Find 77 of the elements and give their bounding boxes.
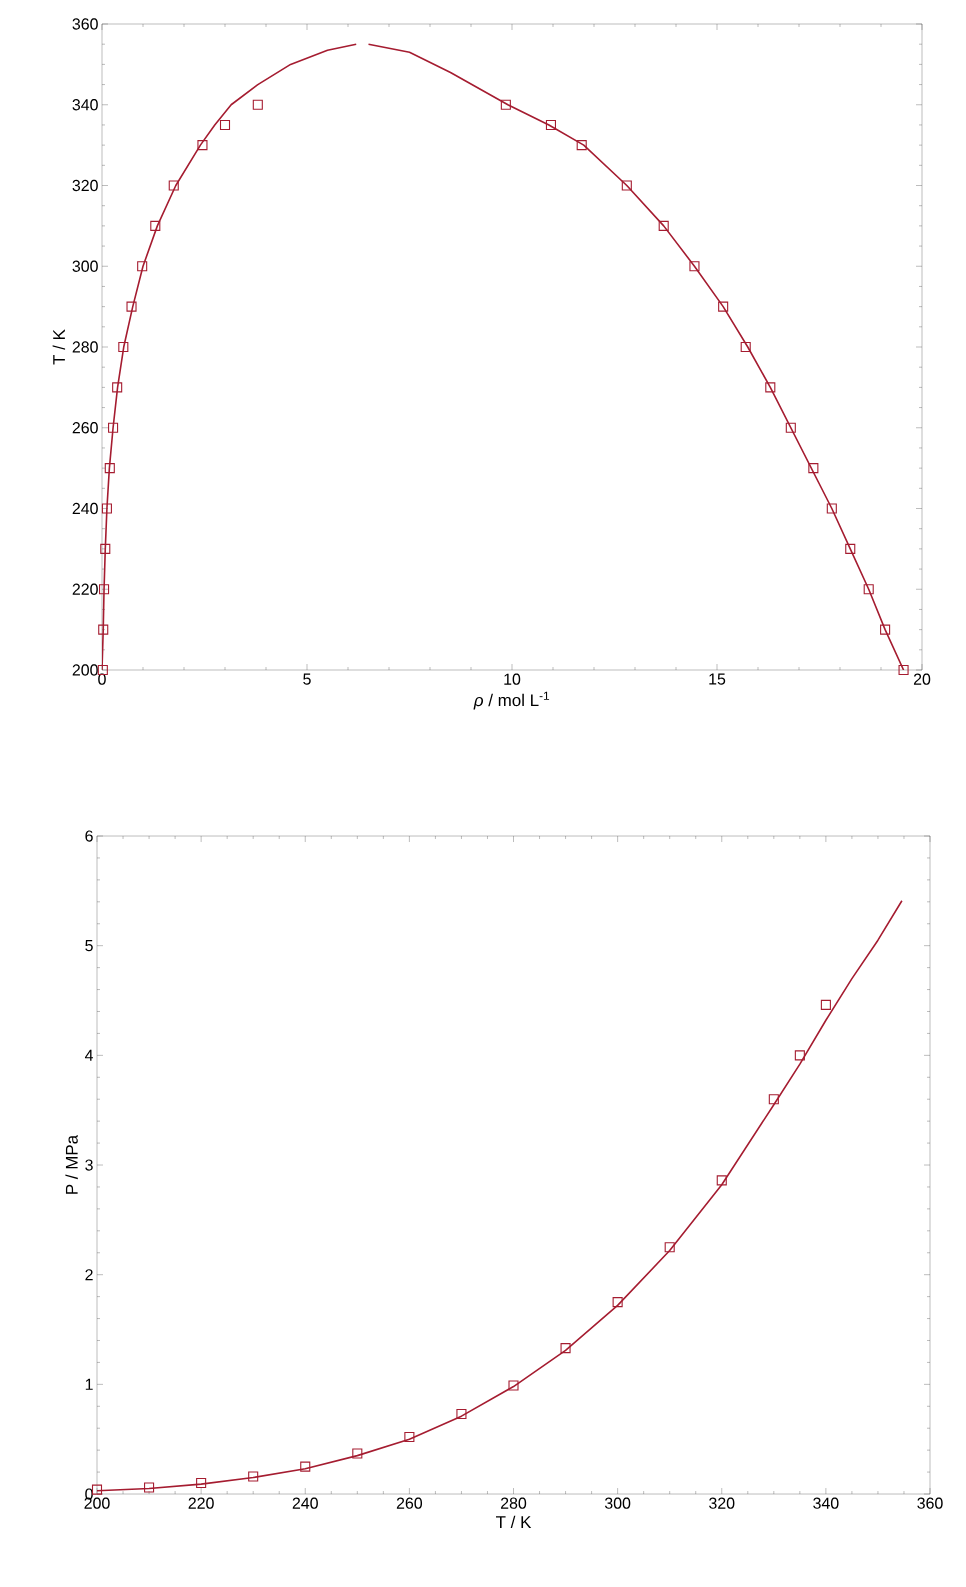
x-tick-label: 240 [292, 1497, 318, 1509]
y-tick-label: 5 [85, 940, 93, 952]
y-tick-label: 220 [72, 583, 98, 595]
point [560, 1343, 571, 1354]
point [765, 382, 776, 393]
x-tick-label: 260 [396, 1497, 423, 1509]
point [508, 1380, 519, 1391]
point [500, 99, 511, 110]
point [456, 1408, 467, 1420]
y-tick-label: 1 [85, 1378, 93, 1390]
y-tick-label: 320 [72, 179, 98, 192]
x-tick-label: 10 [504, 673, 521, 685]
point [768, 1094, 779, 1105]
x-tick-label: 300 [604, 1497, 631, 1509]
point [168, 180, 179, 191]
point [248, 1471, 259, 1482]
point [794, 1050, 805, 1061]
point [880, 624, 891, 635]
y-tick-label: 360 [72, 18, 98, 30]
x-tick-label: 340 [813, 1497, 839, 1509]
point [300, 1461, 311, 1472]
point [845, 543, 856, 554]
point [101, 503, 112, 514]
point [404, 1431, 415, 1443]
x-axis-title: T / K [496, 1515, 532, 1529]
point [352, 1448, 363, 1459]
x-tick-label: 220 [188, 1497, 214, 1509]
point [740, 341, 751, 353]
y-tick-label: 300 [72, 260, 98, 272]
y-tick-label: 6 [85, 830, 93, 842]
y-tick-label: 340 [72, 99, 98, 111]
x-tick-label: 15 [709, 673, 726, 685]
point [196, 1478, 207, 1489]
point [98, 624, 109, 635]
point [118, 341, 129, 353]
point [785, 422, 796, 433]
point [689, 261, 700, 272]
point [219, 119, 231, 130]
point [820, 999, 831, 1010]
point [150, 220, 161, 231]
point [621, 180, 632, 191]
x-tick-label: 5 [303, 673, 311, 685]
point [197, 140, 208, 151]
point [104, 463, 115, 474]
y-tick-label: 240 [72, 502, 98, 515]
point [826, 503, 837, 514]
point [808, 463, 819, 474]
point [144, 1482, 155, 1493]
x-tick-label: 280 [501, 1497, 527, 1509]
y-tick-label: 3 [85, 1159, 93, 1171]
y-tick-label: 280 [72, 341, 98, 353]
point [863, 584, 874, 595]
point [108, 422, 119, 433]
point [545, 119, 557, 130]
x-axis-title: ρ / mol L$^{-1}$ [473, 691, 550, 710]
point [658, 220, 669, 231]
point [252, 99, 263, 110]
point [576, 140, 587, 151]
point [664, 1242, 675, 1253]
x-tick-label: 20 [913, 673, 931, 685]
point [99, 584, 110, 595]
y-axis-title: P / MPa [65, 1134, 78, 1194]
y-tick-label: 200 [72, 664, 98, 676]
point [100, 543, 111, 554]
point [137, 261, 148, 272]
point [898, 664, 909, 676]
point [126, 301, 137, 312]
x-tick-label: 360 [917, 1497, 943, 1509]
point [612, 1297, 623, 1308]
y-tick-label: 260 [72, 422, 98, 434]
point [112, 382, 123, 393]
y-tick-label: 2 [85, 1269, 93, 1281]
point [716, 1175, 727, 1186]
y-axis-title: T / K [52, 329, 66, 365]
point [718, 301, 729, 312]
y-tick-label: 4 [84, 1049, 94, 1061]
x-tick-label: 320 [709, 1497, 735, 1509]
